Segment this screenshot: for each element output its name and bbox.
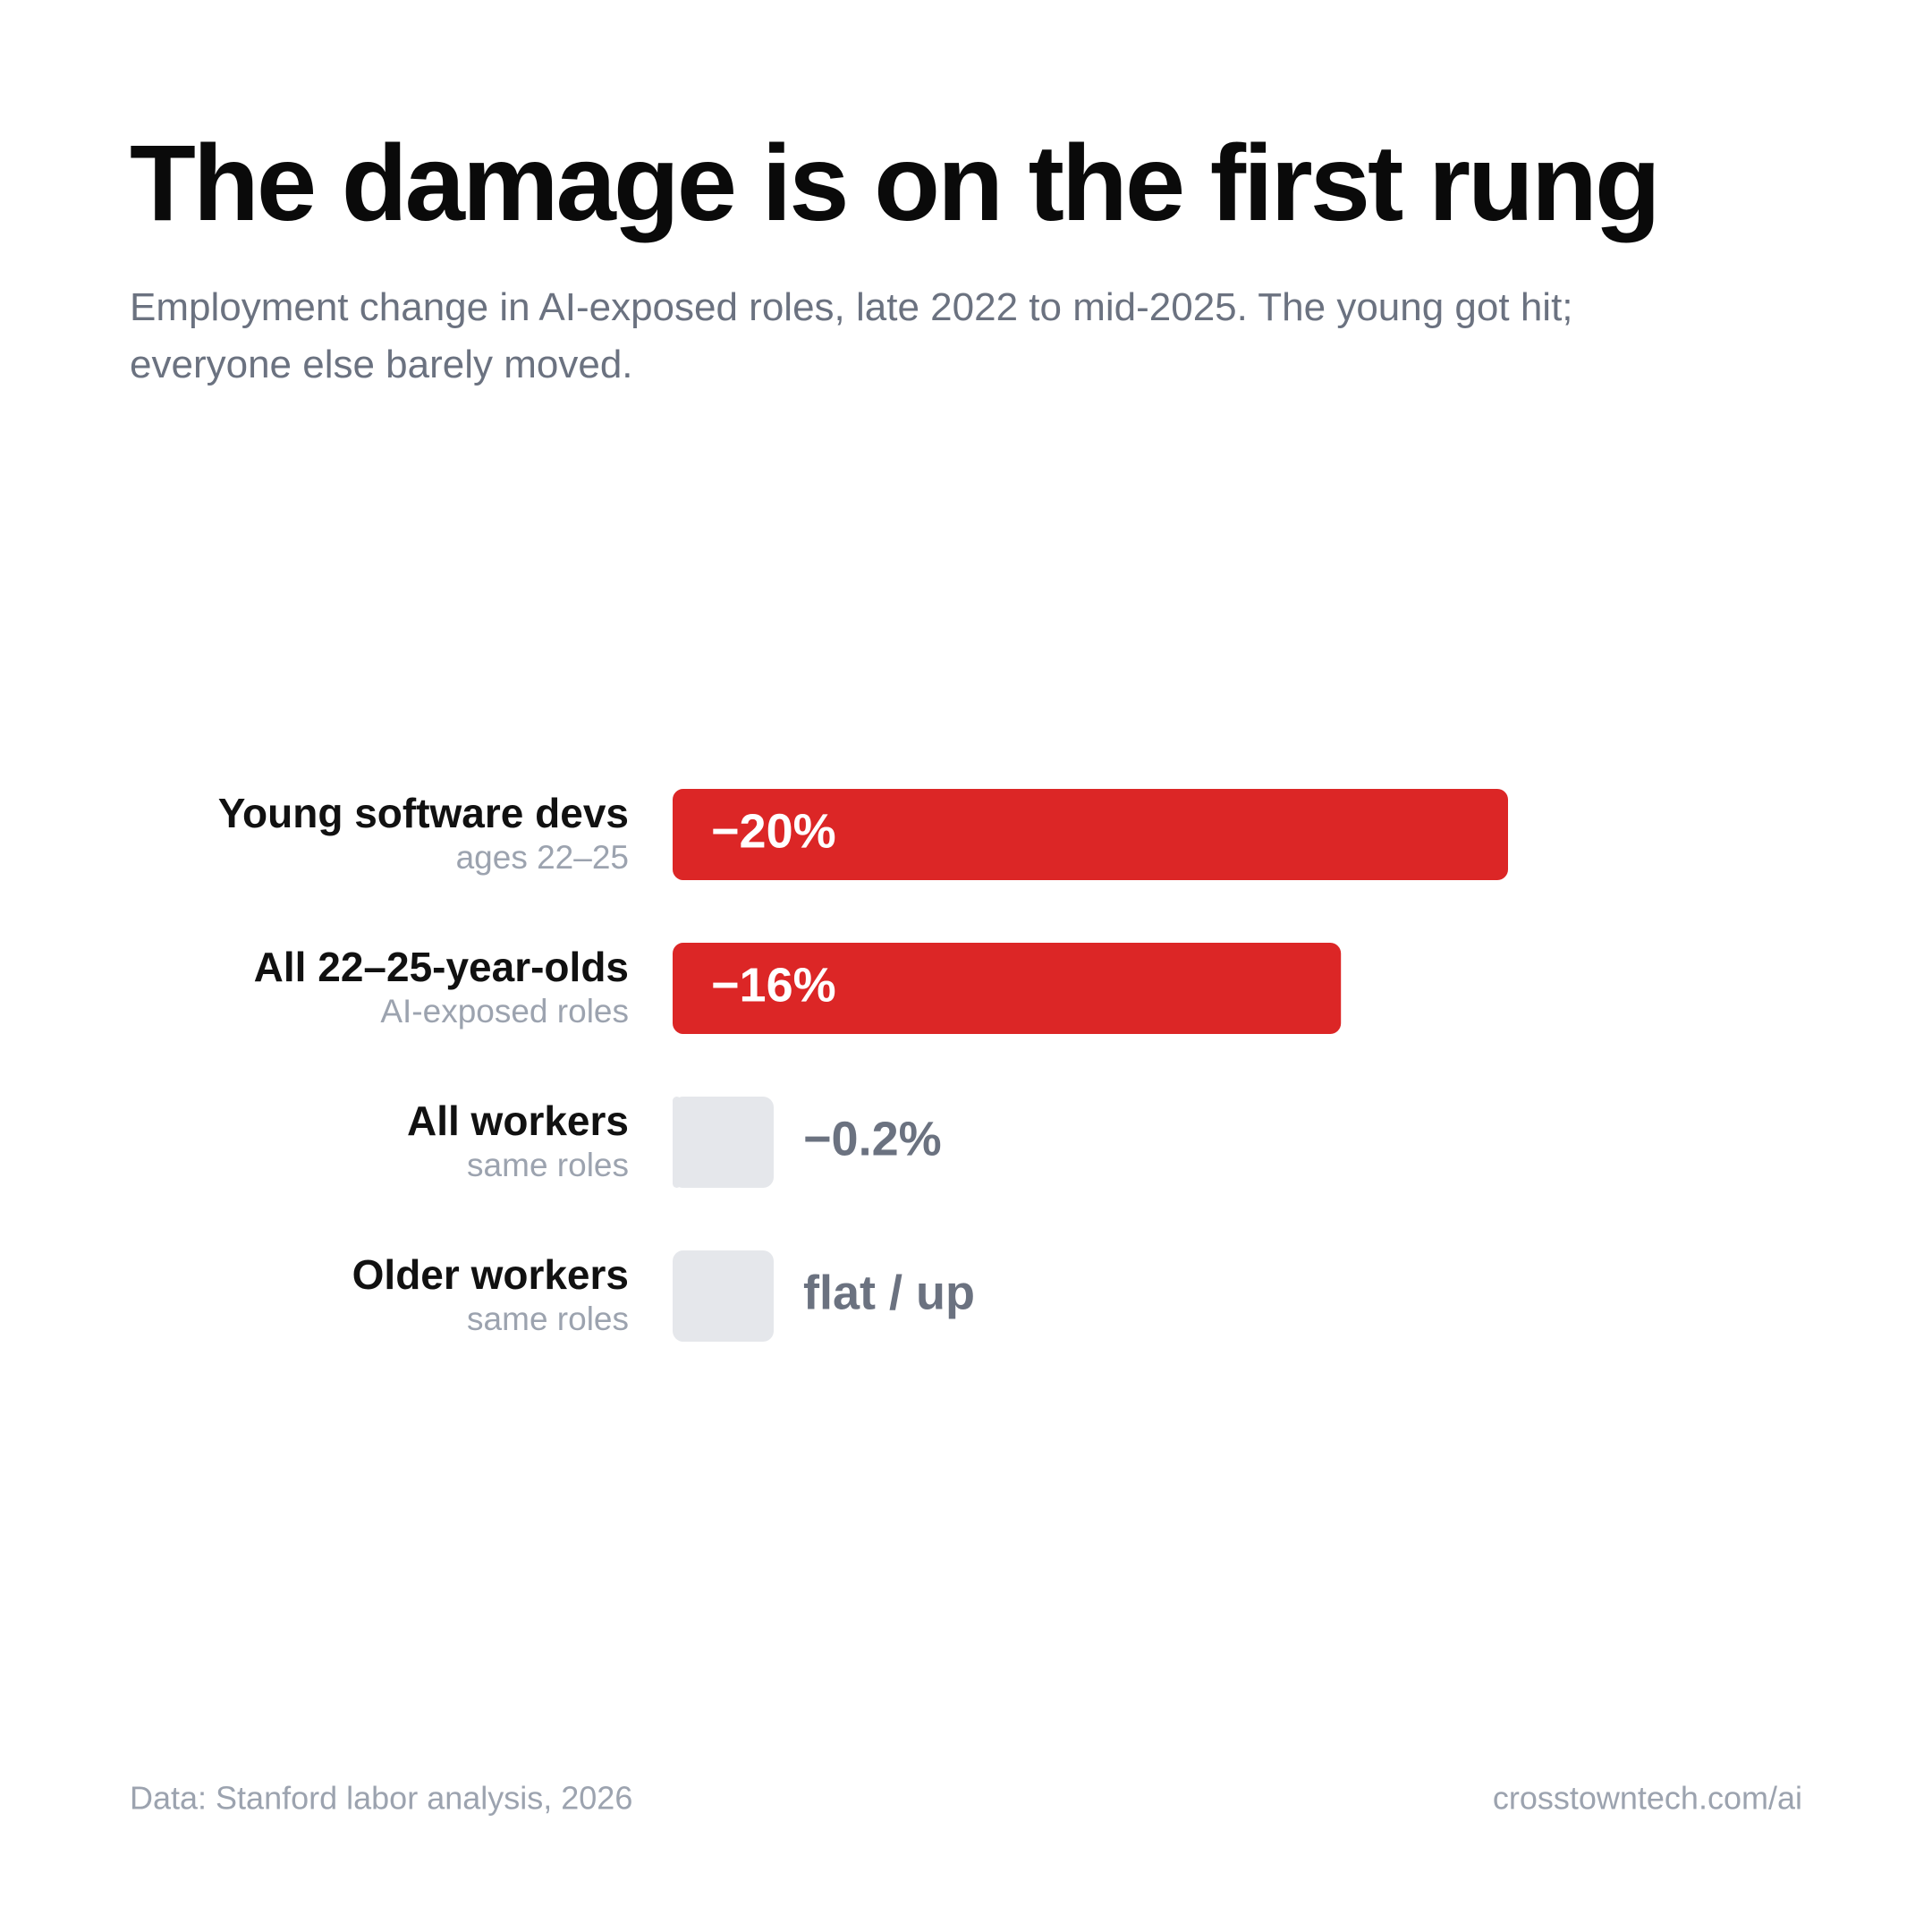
chart-subtitle: Employment change in AI-exposed roles, l… bbox=[130, 285, 1573, 386]
category-note: same roles bbox=[467, 1301, 629, 1337]
value-label: flat / up bbox=[803, 1266, 975, 1319]
category-note: AI-exposed roles bbox=[380, 993, 629, 1030]
value-label: −0.2% bbox=[803, 1112, 942, 1165]
bar bbox=[673, 1097, 682, 1188]
value-label: −20% bbox=[711, 804, 836, 858]
category-label: Older workers bbox=[352, 1251, 629, 1298]
category-note: ages 22–25 bbox=[456, 839, 629, 876]
bar bbox=[673, 943, 1342, 1034]
bar-stub bbox=[673, 1250, 774, 1342]
chart-title: The damage is on the first rung bbox=[130, 122, 1658, 243]
bar bbox=[673, 789, 1508, 880]
credit: crosstowntech.com/ai bbox=[1493, 1780, 1802, 1817]
category-label: All 22–25-year-olds bbox=[254, 944, 629, 990]
source: Data: Stanford labor analysis, 2026 bbox=[130, 1780, 632, 1817]
bar-stub bbox=[673, 1097, 774, 1188]
value-label: −16% bbox=[711, 958, 836, 1012]
category-note: same roles bbox=[467, 1147, 629, 1183]
category-label: Young software devs bbox=[218, 790, 629, 836]
category-label: All workers bbox=[407, 1097, 629, 1144]
